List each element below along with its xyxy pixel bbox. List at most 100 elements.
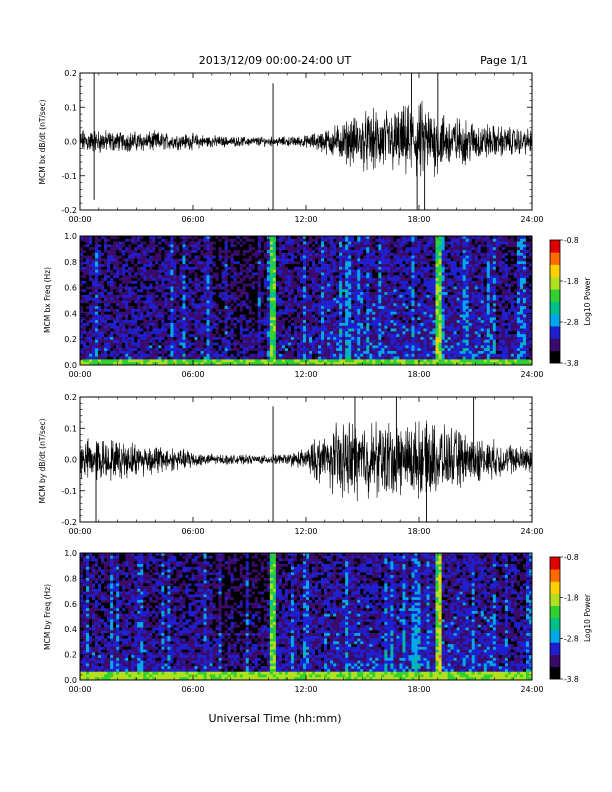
spectrogram-cell	[116, 317, 120, 321]
spectrogram-cell	[378, 292, 382, 296]
spectrogram-cell	[315, 320, 319, 324]
spectrogram-cell	[327, 252, 331, 256]
spectrogram-cell	[293, 292, 298, 296]
spectrogram-cell	[152, 350, 156, 355]
spectrogram-cell	[236, 303, 240, 307]
spectrogram-cell	[188, 266, 192, 270]
spectrogram-cell	[170, 322, 174, 327]
spectrogram-cell	[80, 275, 84, 279]
spectrogram-cell	[336, 345, 340, 349]
spectrogram-cell	[206, 306, 210, 310]
spectrogram-cell	[149, 314, 153, 318]
spectrogram-cell	[122, 306, 126, 310]
spectrogram-cell	[209, 241, 213, 245]
spectrogram-cell	[266, 250, 271, 254]
spectrogram-cell	[266, 311, 271, 315]
page-indicator: Page 1/1	[480, 54, 528, 67]
spectrogram-cell	[390, 278, 394, 282]
spectrogram-cell	[248, 264, 253, 268]
spectrogram-cell	[134, 294, 138, 298]
spectrogram-cell	[315, 283, 319, 287]
spectrogram-cell	[306, 308, 310, 313]
spectrogram-cell	[206, 258, 210, 262]
spectrogram-cell	[345, 336, 349, 341]
spectrogram-cell	[167, 247, 171, 251]
spectrogram-cell	[387, 320, 391, 324]
spectrogram-cell	[128, 275, 132, 279]
spectrogram-cell	[336, 275, 340, 279]
spectrogram-cell	[327, 306, 331, 310]
spectrogram-cell	[128, 356, 132, 360]
spectrogram-cell	[158, 328, 162, 332]
spectrogram-cell	[224, 320, 228, 324]
spectrogram-cell	[360, 353, 364, 357]
spectrogram-cell	[269, 272, 274, 276]
spectrogram-cell	[137, 342, 141, 346]
spectrogram-cell	[324, 247, 328, 251]
spectrogram-cell	[203, 247, 207, 251]
spectrogram-cell	[248, 348, 253, 352]
spectrogram-cell	[89, 283, 93, 287]
spectrogram-cell	[348, 336, 352, 341]
spectrogram-cell	[143, 255, 147, 259]
spectrogram-cell	[92, 331, 96, 335]
spectrogram-cell	[167, 342, 171, 346]
spectrogram-cell	[387, 258, 391, 262]
spectrogram-cell	[266, 247, 271, 251]
spectrogram-cell	[152, 308, 156, 313]
spectrogram-cell	[83, 322, 87, 327]
spectrogram-cell	[215, 339, 219, 343]
spectrogram-cell	[179, 258, 183, 262]
spectrogram-cell	[170, 336, 174, 341]
spectrogram-cell	[351, 272, 355, 276]
spectrogram-cell	[122, 331, 126, 335]
spectrogram-cell	[369, 255, 373, 259]
spectrogram-cell	[170, 306, 174, 310]
spectrogram-cell	[248, 356, 253, 360]
spectrogram-cell	[101, 275, 105, 279]
spectrogram-cell	[92, 350, 96, 355]
spectrogram-cell	[345, 345, 349, 349]
spectrogram-cell	[248, 336, 253, 341]
spectrogram-cell	[185, 311, 189, 315]
spectrogram-cell	[212, 272, 216, 276]
spectrogram-cell	[312, 236, 316, 240]
spectrogram-cell	[354, 275, 358, 279]
spectrogram-cell	[342, 255, 346, 259]
spectrogram-cell	[218, 320, 222, 324]
spectrogram-cell	[227, 322, 231, 327]
spectrogram-cell	[131, 250, 135, 254]
spectrogram-cell	[251, 342, 256, 346]
spectrogram-cell	[194, 275, 198, 279]
spectrogram-cell	[336, 272, 340, 276]
spectrogram-cell	[155, 292, 159, 296]
spectrogram-cell	[266, 258, 271, 262]
spectrogram-cell	[137, 247, 141, 251]
spectrogram-cell	[233, 334, 237, 338]
spectrogram-cell	[161, 317, 165, 321]
spectrogram-cell	[122, 362, 126, 366]
spectrogram-cell	[245, 339, 250, 343]
spectrogram-cell	[275, 308, 280, 313]
spectrogram-cell	[116, 322, 120, 327]
spectrogram-cell	[384, 247, 388, 251]
spectrogram-cell	[375, 275, 379, 279]
spectrogram-cell	[206, 308, 210, 313]
spectrogram-cell	[360, 247, 364, 251]
spectrogram-cell	[182, 258, 186, 262]
spectrogram-cell	[254, 264, 259, 268]
spectrogram-cell	[182, 297, 186, 301]
spectrogram-cell	[257, 334, 262, 338]
spectrogram-cell	[384, 314, 388, 318]
spectrogram-cell	[372, 342, 376, 346]
spectrogram-cell	[209, 244, 213, 248]
spectrogram-cell	[348, 311, 352, 315]
spectrogram-cell	[134, 244, 138, 248]
spectrogram-cell	[248, 286, 253, 290]
spectrogram-cell	[170, 339, 174, 343]
spectrogram-cell	[110, 294, 114, 298]
spectrogram-cell	[161, 238, 165, 242]
spectrogram-cell	[269, 306, 274, 310]
spectrogram-cell	[287, 294, 292, 298]
spectrogram-cell	[146, 275, 150, 279]
